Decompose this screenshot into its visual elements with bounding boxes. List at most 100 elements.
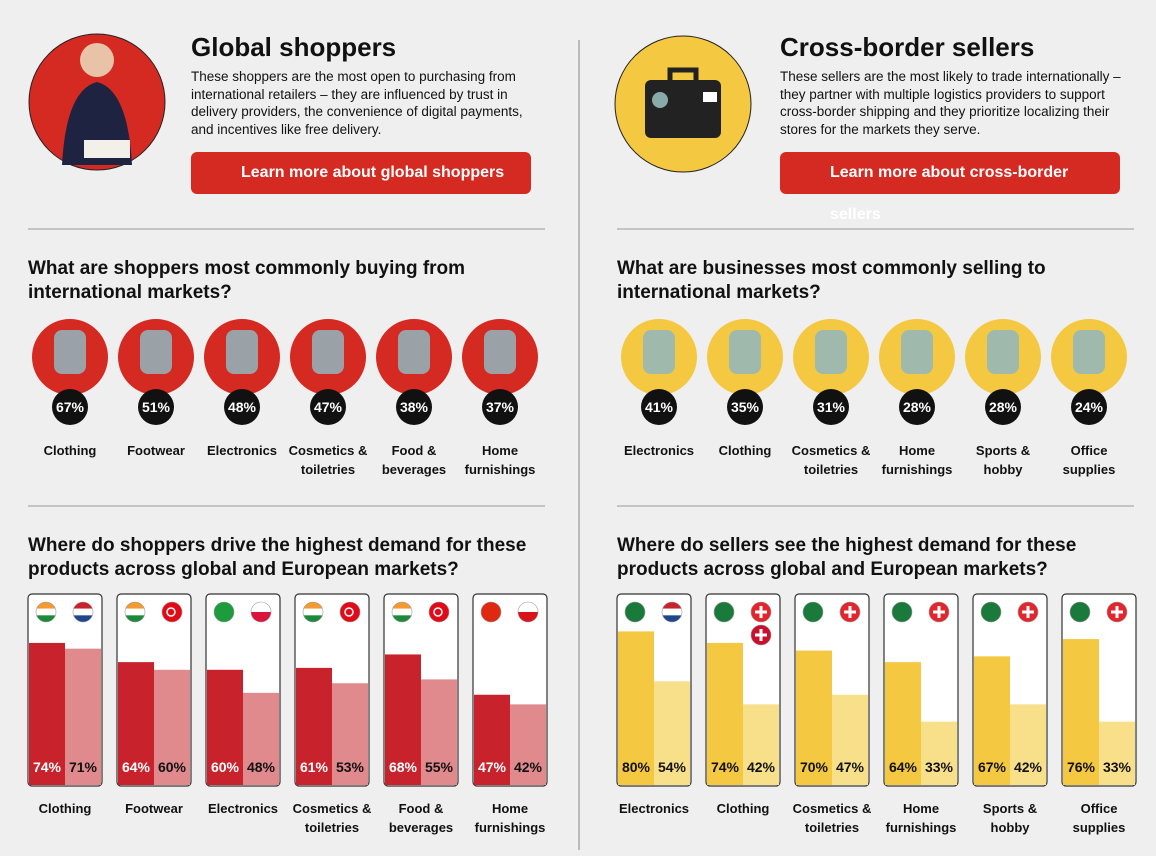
flag-cross <box>844 606 856 618</box>
flag-ring <box>213 601 235 623</box>
flag-stripe <box>392 615 412 622</box>
flag-ring <box>302 601 324 623</box>
flag-stripe <box>73 602 93 609</box>
flag-ring <box>1017 601 1039 623</box>
value-label: 33% <box>1103 759 1132 775</box>
bar <box>654 681 690 785</box>
flag-stripe <box>36 608 56 616</box>
flag-crescent <box>344 607 354 617</box>
product-image <box>312 330 344 374</box>
value-label: 42% <box>1014 759 1043 775</box>
category-label: Cosmetics & toiletries <box>288 443 368 477</box>
category-label: Cosmetics & toiletries <box>791 443 871 477</box>
value-label: 48% <box>247 759 276 775</box>
flag-stripe <box>429 602 449 622</box>
value-label: 55% <box>425 759 454 775</box>
flag-stripe <box>340 602 360 622</box>
bar <box>510 704 546 785</box>
share-label: 37% <box>486 399 515 415</box>
share-badge <box>1071 389 1107 425</box>
share-badge <box>899 389 935 425</box>
product-image <box>901 330 933 374</box>
category-label: Footwear <box>127 443 185 458</box>
flag-ring <box>250 601 272 623</box>
share-badge <box>641 389 677 425</box>
category-label: Clothing <box>38 801 92 816</box>
bar <box>974 656 1010 785</box>
category-label: Sports & hobby <box>982 801 1038 835</box>
flag-stripe <box>251 602 271 612</box>
learn-more-button[interactable]: Learn more about cross-border sellers <box>780 152 1120 223</box>
bar <box>474 694 510 785</box>
section-heading: Where do sellers see the highest demand … <box>617 535 1077 580</box>
bar <box>385 654 421 785</box>
share-label: 47% <box>314 399 343 415</box>
share-label: 51% <box>142 399 171 415</box>
flag-ring <box>124 601 146 623</box>
flag-stripe <box>392 608 412 616</box>
flag-ring <box>750 624 772 646</box>
product-image <box>1073 330 1105 374</box>
flag-stripe <box>981 602 1001 622</box>
product-image <box>729 330 761 374</box>
sticker <box>652 92 668 108</box>
flag-cross <box>755 629 767 641</box>
flag-ring <box>161 601 183 623</box>
flag-ring <box>713 601 735 623</box>
share-badge <box>813 389 849 425</box>
value-label: 64% <box>889 759 918 775</box>
flag-ring <box>1069 601 1091 623</box>
learn-more-button[interactable]: Learn more about global shoppers <box>191 152 531 194</box>
value-label: 74% <box>711 759 740 775</box>
bar <box>707 642 743 785</box>
category-label: Electronics <box>623 443 695 458</box>
flag-stripe <box>162 602 182 622</box>
flag-stripe <box>125 602 145 609</box>
flag-stripe <box>303 615 323 622</box>
flag-ring <box>35 601 57 623</box>
flag-stripe <box>36 615 56 622</box>
flag-stripe <box>518 602 538 612</box>
flag-cross <box>933 606 945 618</box>
category-label: Office supplies <box>1062 443 1116 477</box>
flag-ring <box>624 601 646 623</box>
category-label: Footwear <box>125 801 183 816</box>
flag-cross <box>1022 606 1034 618</box>
flag-stripe <box>803 602 823 622</box>
share-label: 35% <box>731 399 760 415</box>
flag-stripe <box>303 608 323 616</box>
value-label: 42% <box>747 759 776 775</box>
category-label: Home furnishings <box>881 443 953 477</box>
category-label: Home furnishings <box>464 443 536 477</box>
flag-stripe <box>662 608 682 616</box>
flag-crescent <box>433 607 443 617</box>
bar <box>743 704 779 785</box>
category-label: Sports & hobby <box>975 443 1031 477</box>
bar <box>832 694 868 785</box>
bar <box>296 667 332 785</box>
share-label: 67% <box>56 399 85 415</box>
flag-ring <box>339 601 361 623</box>
value-label: 61% <box>300 759 329 775</box>
share-label: 31% <box>817 399 846 415</box>
category-label: Electronics <box>206 443 278 458</box>
product-image <box>140 330 172 374</box>
section-heading: What are shoppers most commonly buying f… <box>28 258 466 303</box>
share-label: 41% <box>645 399 674 415</box>
category-label: Office supplies <box>1072 801 1126 835</box>
section-heading: What are businesses most commonly sellin… <box>617 258 1046 303</box>
category-label: Clothing <box>716 801 770 816</box>
value-label: 54% <box>658 759 687 775</box>
shopper-head <box>80 43 114 77</box>
flag-stripe <box>714 602 734 622</box>
flag-ring <box>72 601 94 623</box>
flag-stripe <box>481 602 501 622</box>
description: These sellers are the most likely to tra… <box>780 69 1121 137</box>
value-label: 68% <box>389 759 418 775</box>
share-badge <box>224 389 260 425</box>
flag-cross <box>1111 606 1123 618</box>
briefcase <box>645 80 721 138</box>
title: Global shoppers <box>191 32 397 62</box>
value-label: 71% <box>69 759 98 775</box>
